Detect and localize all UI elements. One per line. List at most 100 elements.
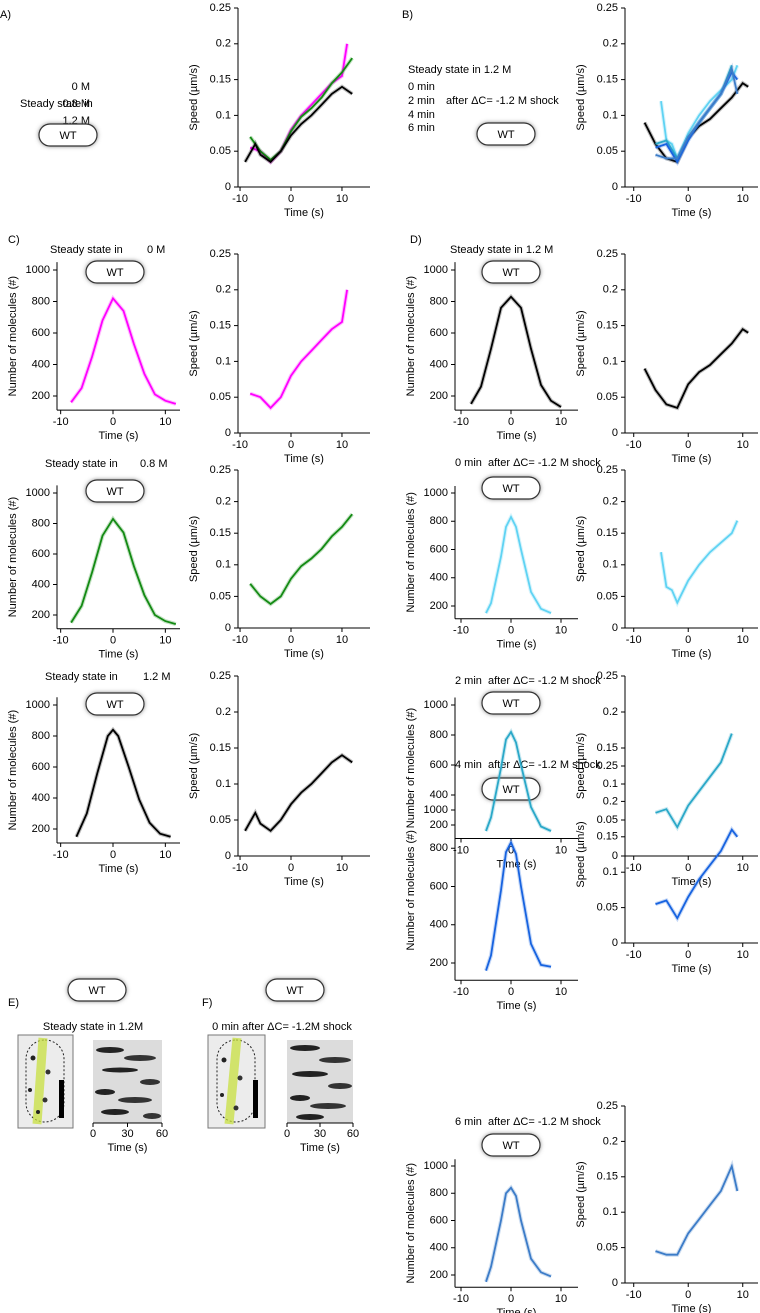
x-tick-label: -10 [453,625,469,637]
x-tick-label: 0 [508,1293,514,1305]
series-shadow [74,726,172,839]
y-tick-label: 0.1 [216,778,231,790]
panel-label: B) [402,9,413,21]
y-tick-label: 600 [430,1214,448,1226]
condition-label: Steady state in 1.2 M [408,64,511,76]
series-line [485,730,552,832]
x-tick-label: 0 [685,439,691,451]
y-tick-label: 0.05 [597,814,618,826]
x-axis-label: Time (s) [300,1142,340,1154]
x-tick-label: 10 [555,986,567,998]
chart: 0 0.05 0.1 0.15 0.2 0.25 -10 0 10 Time (s) Speed (… [575,464,758,660]
x-tick-label: -10 [626,949,642,961]
x-tick-label: -10 [626,439,642,451]
y-tick-label: 0.1 [216,559,231,571]
y-tick-label: 0.1 [603,559,618,571]
cell-badge [85,692,145,716]
y-tick-label: 200 [32,823,50,835]
x-axis-label: Time (s) [497,1000,537,1012]
y-tick-label: 1000 [424,264,448,276]
y-tick-label: 800 [430,1187,448,1199]
y-tick-label: 0.25 [597,760,618,772]
condition-label: after ΔC= -1.2 M shock [488,1116,601,1128]
y-axis-label: Number of molecules (#) [405,492,417,612]
y-tick-label: 1000 [424,1160,448,1172]
x-tick-label: 0 [110,635,116,647]
x-tick-label: -10 [232,193,248,205]
chart: 200 400 600 800 1000 -10 0 10 Time (s) Number of … [405,1159,578,1313]
y-tick-label: 600 [32,761,50,773]
y-tick-label: 400 [430,358,448,370]
y-tick-label: 800 [430,842,448,854]
y-tick-label: 0 [612,1277,618,1289]
condition-label: Steady state in [20,98,93,110]
cell-label: WT [502,698,519,710]
y-tick-label: 0.1 [603,866,618,878]
y-tick-label: 0.2 [216,284,231,296]
cell-label: WT [502,483,519,495]
series-shadow [469,293,563,409]
x-axis-label: Time (s) [497,430,537,442]
x-tick-label: 0 [685,1289,691,1301]
x-tick-label: 10 [737,634,749,646]
y-tick-label: 0.2 [603,795,618,807]
y-tick-label: 600 [430,327,448,339]
condition-label: 4 min [408,109,435,121]
cell-badge [85,260,145,284]
x-tick-label: -10 [53,849,69,861]
y-tick-label: 200 [32,390,50,402]
x-axis-label: Time (s) [284,876,324,888]
x-tick-label: 10 [737,862,749,874]
cell-label: WT [502,267,519,279]
chart: 0 0.05 0.1 0.15 0.2 0.25 -10 0 10 Time (s) Speed (… [575,760,758,975]
condition-label: Steady state in [45,458,118,470]
y-axis-label: Speed (µm/s) [575,1161,587,1227]
x-tick-label: -10 [453,844,469,856]
y-tick-label: 200 [430,390,448,402]
x-tick-label: 60 [156,1128,168,1140]
y-tick-label: 1000 [26,487,50,499]
condition-label: 2 min [455,675,482,687]
cell-badge [38,123,98,147]
y-tick-label: 0.05 [210,814,231,826]
chart: 200 400 600 800 1000 -10 0 10 Time (s) Number of … [405,800,578,1012]
y-tick-label: 0.05 [210,391,231,403]
condition-label: 0 min after ΔC= -1.2M shock [212,1021,352,1033]
condition-label: 0.8 M [140,458,168,470]
condition-label: Steady state in [45,671,118,683]
x-tick-label: 0 [284,1128,290,1140]
y-tick-label: 0.25 [597,670,618,682]
chart: 200 400 600 800 1000 -10 0 10 Time (s) Number of … [405,697,578,870]
y-tick-label: 0.25 [597,464,618,476]
y-tick-label: 0.2 [603,284,618,296]
series-shadow [249,43,350,165]
condition-label: 0 M [147,244,165,256]
x-tick-label: 0 [508,625,514,637]
condition-label: Steady state in 1.2M [43,1021,143,1033]
cell-label: WT [286,985,303,997]
chart: 200 400 600 800 1000 -10 0 10 Time (s) Number of … [7,697,180,875]
y-axis-label: Speed (µm/s) [188,516,200,582]
x-tick-label: 0 [110,416,116,428]
cell-badge [481,691,541,715]
cell-label: WT [59,130,76,142]
panel-label: F) [202,997,212,1009]
x-tick-label: 0 [685,193,691,205]
y-axis-label: Speed (µm/s) [188,733,200,799]
series-shadow [243,752,354,834]
x-tick-label: -10 [626,634,642,646]
x-axis-label: Time (s) [672,453,712,465]
series-line [249,57,353,161]
panel-label: D) [410,234,422,246]
y-tick-label: 0.1 [216,109,231,121]
series-line [75,728,171,838]
x-tick-label: 10 [336,439,348,451]
x-tick-label: 10 [555,416,567,428]
condition-label: after ΔC= -1.2 M shock [488,759,601,771]
y-tick-label: 0.1 [603,778,618,790]
cell-label: WT [502,784,519,796]
y-tick-label: 1000 [424,487,448,499]
y-tick-label: 0.15 [597,1171,618,1183]
y-axis-label: Speed (µm/s) [575,821,587,887]
chart: 200 400 600 800 1000 -10 0 10 Time (s) Number of … [405,485,578,651]
